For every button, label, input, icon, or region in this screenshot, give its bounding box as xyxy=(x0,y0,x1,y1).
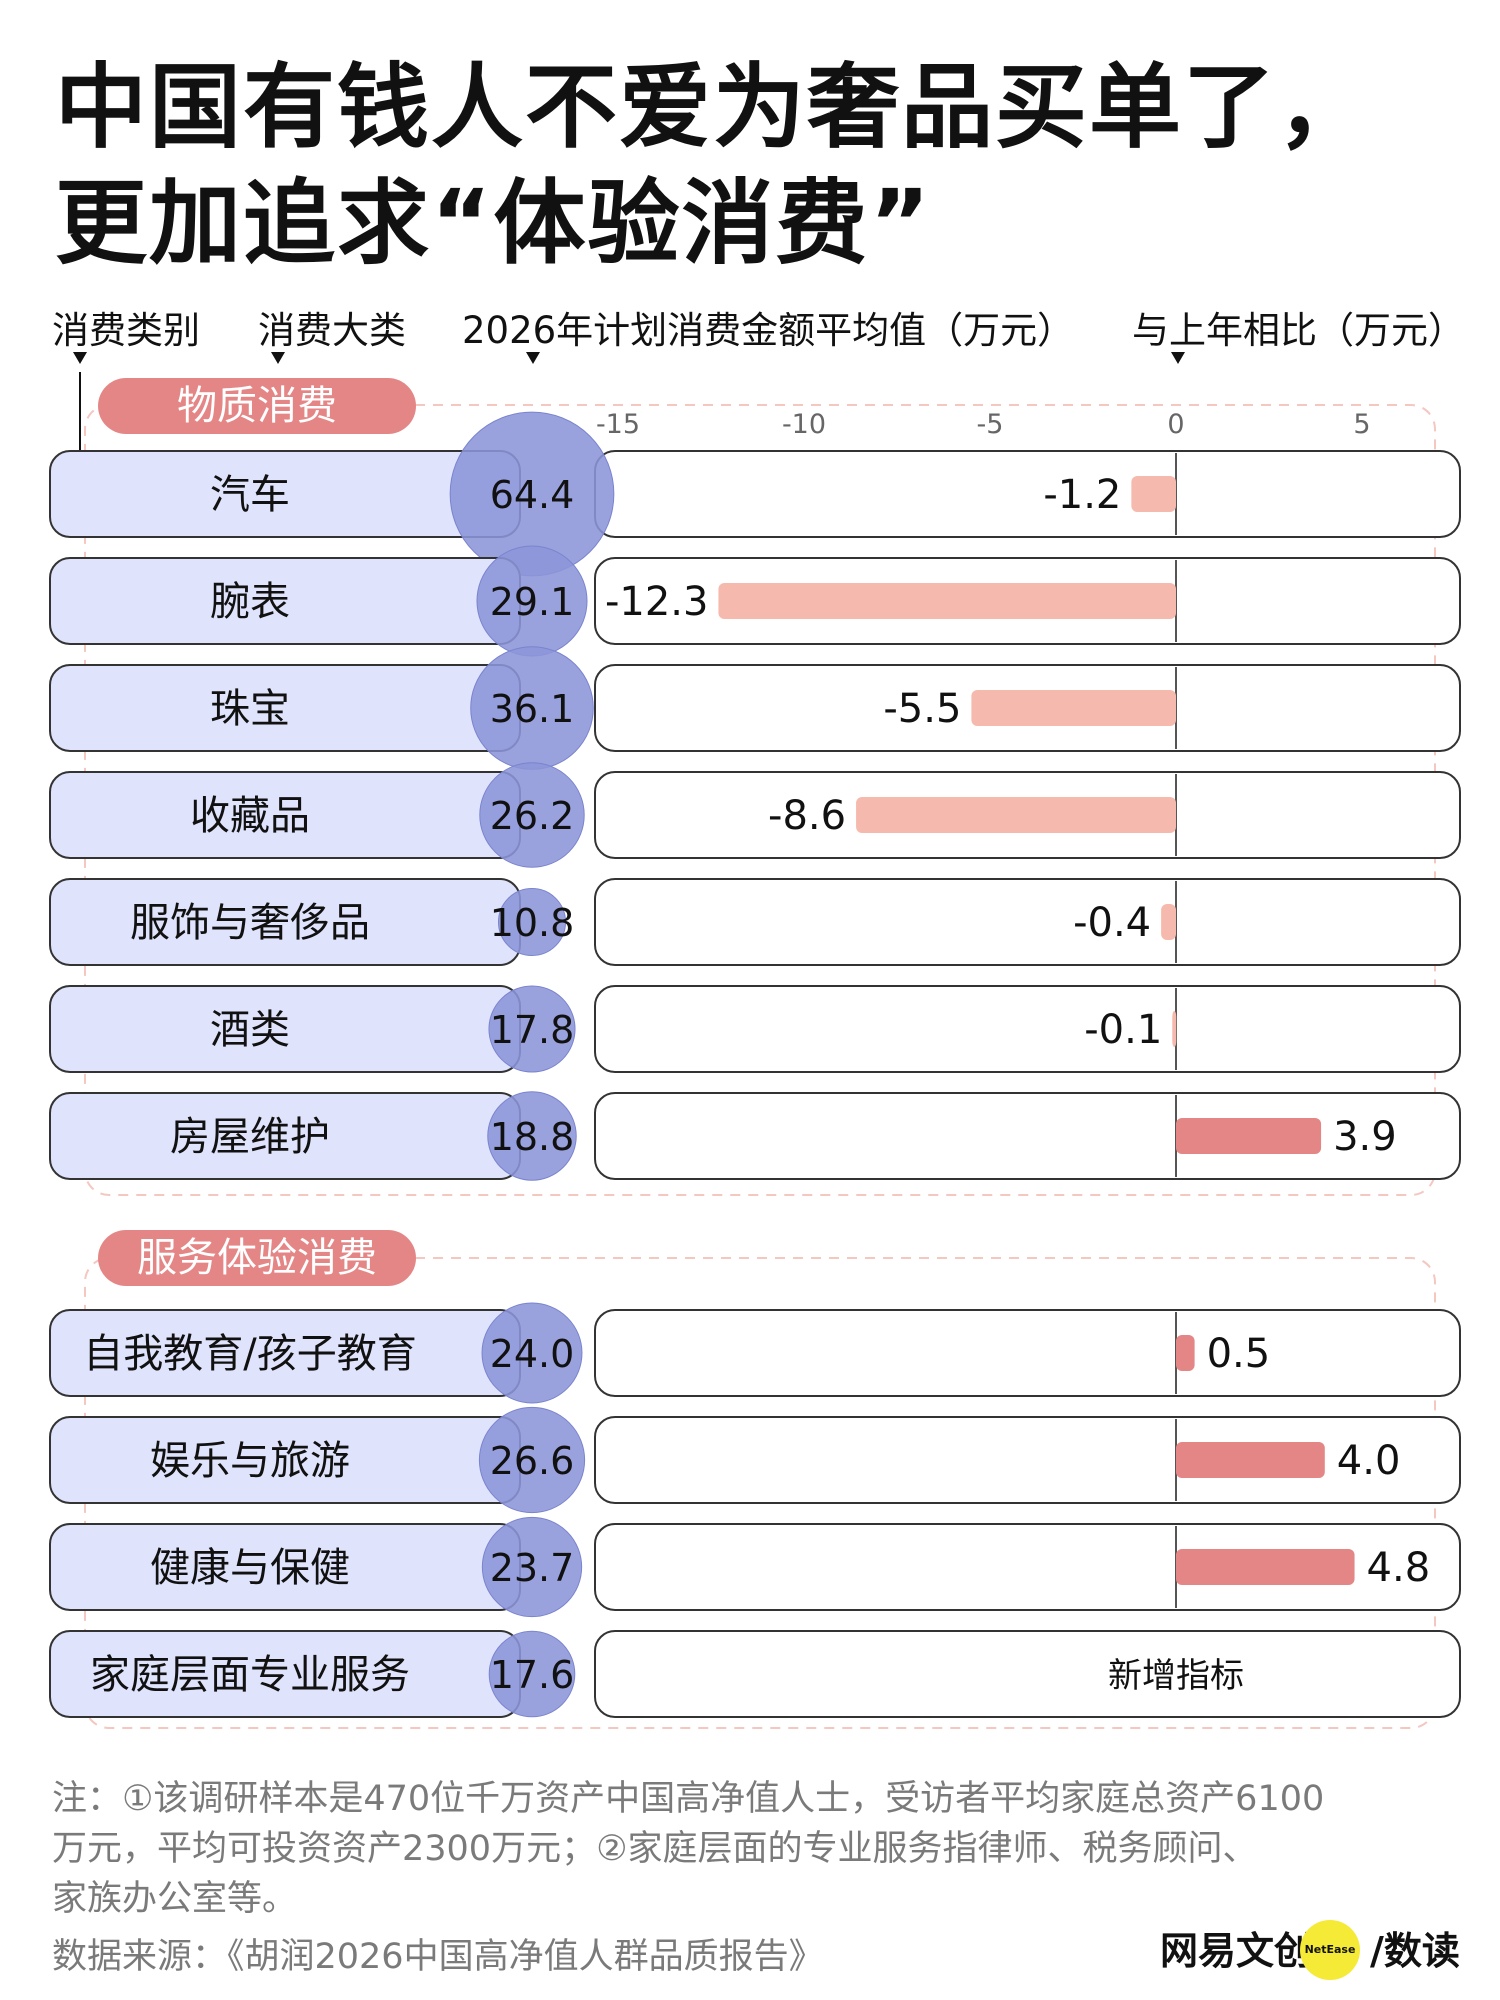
brand-dot: NetEase xyxy=(1300,1920,1360,1980)
note-line-3: 家族办公室等。 xyxy=(52,1879,298,1919)
brand-sub: /数读 xyxy=(1370,1929,1460,1973)
change-value-label: -0.4 xyxy=(1073,900,1151,946)
change-bar xyxy=(1176,1549,1355,1585)
avg-bubble xyxy=(481,1302,583,1404)
avg-value-label: 64.4 xyxy=(490,473,575,517)
avg-bubble xyxy=(488,985,576,1073)
major-class-marker-icon xyxy=(271,352,285,364)
change-bar xyxy=(1131,476,1176,512)
bar-row-box xyxy=(594,878,1461,966)
avg-bubble xyxy=(487,1091,577,1181)
new-indicator-label: 新增指标 xyxy=(1108,1656,1244,1696)
change-bar xyxy=(856,797,1176,833)
header-avg-amount: 2026年计划消费金额平均值（万元） xyxy=(462,309,1075,352)
avg-bubble xyxy=(478,1406,586,1514)
title-line-1: 中国有钱人不爱为奢品买单了， xyxy=(55,54,1372,161)
change-value-label: -1.2 xyxy=(1043,472,1121,518)
header-yoy: 与上年相比（万元） xyxy=(1132,309,1465,352)
change-value-label: 4.8 xyxy=(1367,1545,1431,1591)
bar-row-box xyxy=(594,1630,1461,1718)
axis-tick-label: 0 xyxy=(1167,409,1184,440)
change-bar xyxy=(1176,1442,1325,1478)
bar-row-box xyxy=(594,1523,1461,1611)
avg-value-label: 24.0 xyxy=(490,1332,575,1376)
category-label: 服饰与奢侈品 xyxy=(130,900,370,946)
avg-value-label: 29.1 xyxy=(490,580,575,624)
change-bar xyxy=(1172,1011,1177,1047)
change-value-label: 4.0 xyxy=(1337,1438,1401,1484)
change-value-label: -12.3 xyxy=(605,579,709,625)
avg-amount-marker-icon xyxy=(526,352,540,364)
axis-tick-label: 5 xyxy=(1353,409,1370,440)
avg-value-label: 26.2 xyxy=(490,794,575,838)
header-major-class: 消费大类 xyxy=(258,309,406,352)
avg-bubble xyxy=(497,887,567,957)
change-value-label: -8.6 xyxy=(768,793,846,839)
change-bar xyxy=(718,583,1176,619)
axis-tick-label: -15 xyxy=(596,409,640,440)
title-line-2: 更加追求“体验消费” xyxy=(55,170,932,277)
category-label: 收藏品 xyxy=(190,793,310,839)
category-marker-icon xyxy=(73,352,87,364)
avg-value-label: 18.8 xyxy=(490,1115,575,1159)
change-bar xyxy=(1176,1335,1195,1371)
change-value-label: -5.5 xyxy=(883,686,961,732)
brand-logo: 网易文创 xyxy=(1160,1929,1313,1973)
change-bar xyxy=(971,690,1176,726)
avg-value-label: 26.6 xyxy=(490,1439,575,1483)
section-label-service: 服务体验消费 xyxy=(98,1230,416,1286)
category-label: 腕表 xyxy=(210,579,290,625)
avg-value-label: 36.1 xyxy=(490,687,575,731)
bar-row-box xyxy=(594,450,1461,538)
source-line: 数据来源：《胡润2026中国高净值人群品质报告》 xyxy=(52,1937,824,1977)
note-line-2: 万元，平均可投资资产2300万元；②家庭层面的专业服务指律师、税务顾问、 xyxy=(52,1829,1258,1869)
category-label: 健康与保健 xyxy=(150,1545,350,1591)
category-label: 房屋维护 xyxy=(170,1114,330,1160)
category-label: 珠宝 xyxy=(210,686,290,732)
section-label-material: 物质消费 xyxy=(98,378,416,434)
category-label: 自我教育/孩子教育 xyxy=(83,1331,416,1377)
category-label: 娱乐与旅游 xyxy=(150,1438,350,1484)
change-value-label: 3.9 xyxy=(1333,1114,1397,1160)
avg-value-label: 10.8 xyxy=(490,901,575,945)
avg-value-label: 17.8 xyxy=(490,1008,575,1052)
axis-tick-label: -10 xyxy=(782,409,826,440)
change-value-label: 0.5 xyxy=(1207,1331,1271,1377)
yoy-marker-icon xyxy=(1171,352,1185,364)
axis-tick-label: -5 xyxy=(977,409,1004,440)
avg-bubble xyxy=(488,1630,576,1718)
category-label: 家庭层面专业服务 xyxy=(90,1652,410,1698)
avg-bubble xyxy=(481,1516,583,1618)
category-label: 汽车 xyxy=(210,472,290,518)
avg-bubble xyxy=(479,762,585,868)
category-label: 酒类 xyxy=(210,1007,290,1053)
bar-row-box xyxy=(594,1416,1461,1504)
bar-row-box xyxy=(594,1092,1461,1180)
avg-value-label: 23.7 xyxy=(490,1546,575,1590)
header-category: 消费类别 xyxy=(52,309,200,352)
bar-row-box xyxy=(594,1309,1461,1397)
change-bar xyxy=(1176,1118,1322,1154)
bar-row-box xyxy=(594,985,1461,1073)
change-bar xyxy=(1161,904,1176,940)
avg-value-label: 17.6 xyxy=(490,1653,575,1697)
note-line-1: 注：①该调研样本是470位千万资产中国高净值人士，受访者平均家庭总资产6100 xyxy=(52,1779,1325,1819)
change-value-label: -0.1 xyxy=(1084,1007,1162,1053)
